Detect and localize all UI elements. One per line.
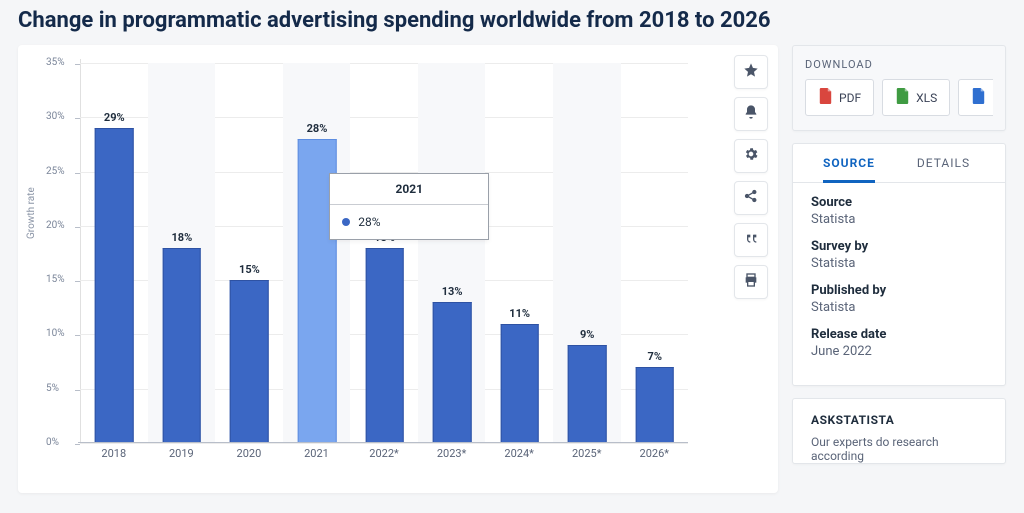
chart-bars: 29% 18% 15% 28% 18% 13% 11% 9% 7% — [80, 63, 688, 443]
x-tick-label: 2022* — [350, 447, 418, 460]
chart-card: Growth rate 0% 5% 10% 15% 20% 25% 30% 35% 29% 18… — [18, 45, 778, 493]
x-tick-label: 2026* — [621, 447, 689, 460]
info-row: Survey by Statista — [811, 239, 987, 271]
bar-column[interactable]: 13% — [418, 63, 486, 443]
x-tick-label: 2018 — [80, 447, 148, 460]
bar[interactable]: 18% — [365, 248, 404, 443]
bar[interactable]: 15% — [230, 280, 269, 443]
y-tick-label: 25% — [46, 166, 65, 177]
ask-text: Our experts do research according — [811, 435, 987, 463]
bar[interactable]: 13% — [433, 302, 472, 443]
bar-value-label: 15% — [231, 263, 268, 276]
bar-value-label: 28% — [299, 122, 336, 135]
tab-details[interactable]: DETAILS — [917, 156, 970, 182]
x-tick-label: 2024* — [485, 447, 553, 460]
y-tick-label: 20% — [46, 220, 65, 231]
tooltip-title: 2021 — [330, 174, 488, 205]
download-panel: DOWNLOAD PDF XLS P — [792, 45, 1006, 131]
info-label: Published by — [811, 283, 987, 298]
page-title: Change in programmatic advertising spend… — [18, 8, 1006, 33]
bell-button[interactable] — [734, 97, 768, 131]
quote-icon — [743, 230, 759, 250]
bar-value-label: 9% — [569, 328, 606, 341]
gridline: 0% — [80, 443, 688, 444]
share-icon — [743, 188, 759, 208]
download-button-label: XLS — [916, 91, 937, 105]
x-tick-label: 2019 — [148, 447, 216, 460]
gear-button[interactable] — [734, 139, 768, 173]
download-xls-button[interactable]: XLS — [882, 79, 950, 116]
bar-column[interactable]: 29% — [80, 63, 148, 443]
y-tick-label: 15% — [46, 274, 65, 285]
x-axis-line — [78, 442, 688, 443]
bar-value-label: 29% — [96, 111, 133, 124]
info-body: SourceStatistaSurvey byStatistaPublished… — [793, 183, 1005, 359]
chart-tools — [734, 55, 768, 299]
download-button-label: P — [992, 91, 993, 105]
info-value: Statista — [811, 300, 987, 315]
info-value: Statista — [811, 256, 987, 271]
png-file-icon — [971, 88, 986, 107]
info-label: Source — [811, 195, 987, 210]
bar-column[interactable]: 7% — [621, 63, 689, 443]
pdf-file-icon — [818, 88, 833, 107]
info-row: Published by Statista — [811, 283, 987, 315]
tab-source[interactable]: SOURCE — [823, 156, 875, 183]
bar-value-label: 11% — [501, 307, 538, 320]
bar-column[interactable]: 9% — [553, 63, 621, 443]
x-tick-label: 2020 — [215, 447, 283, 460]
info-panel: SOURCE DETAILS Source Statista Survey by Sta… — [792, 143, 1006, 386]
star-icon — [743, 62, 759, 82]
download-title: DOWNLOAD — [805, 58, 993, 71]
bar[interactable]: 7% — [635, 367, 674, 443]
y-axis-label: Growth rate — [26, 187, 37, 239]
gear-icon — [743, 146, 759, 166]
quote-button[interactable] — [734, 223, 768, 257]
y-tick-label: 0% — [46, 437, 59, 448]
bar-column[interactable]: 11% — [485, 63, 553, 443]
bar-value-label: 18% — [164, 231, 201, 244]
y-tick-label: 35% — [46, 57, 65, 68]
info-value: Statista — [811, 212, 987, 227]
x-tick-label: 2025* — [553, 447, 621, 460]
download-buttons: PDF XLS P — [805, 79, 993, 116]
bar[interactable]: 11% — [500, 324, 539, 443]
ask-panel: ASKSTATISTA Our experts do research acco… — [792, 398, 1006, 464]
download-button-label: PDF — [839, 91, 861, 105]
y-tick-label: 10% — [46, 328, 65, 339]
download-png-button[interactable]: P — [958, 79, 993, 116]
x-axis-labels: 20182019202020212022*2023*2024*2025*2026… — [80, 447, 688, 460]
x-tick-label: 2021 — [283, 447, 351, 460]
bar-column[interactable]: 15% — [215, 63, 283, 443]
info-tabs: SOURCE DETAILS — [793, 144, 1005, 183]
xls-file-icon — [895, 88, 910, 107]
print-button[interactable] — [734, 265, 768, 299]
bar-column[interactable]: 28% — [283, 63, 351, 443]
bar-column[interactable]: 18% — [350, 63, 418, 443]
info-row: Source Statista — [811, 195, 987, 227]
info-row: Release date June 2022 — [811, 327, 987, 359]
info-value: June 2022 — [811, 344, 987, 359]
bar-value-label: 13% — [434, 285, 471, 298]
bar[interactable]: 18% — [163, 248, 202, 443]
chart-tooltip: 2021 28% — [329, 173, 489, 240]
download-pdf-button[interactable]: PDF — [805, 79, 874, 116]
chart-plot: 0%5%10%15%20%25%30%35% 29%18%15%28%18%13… — [80, 63, 688, 443]
bell-icon — [743, 104, 759, 124]
x-tick-label: 2023* — [418, 447, 486, 460]
bar-value-label: 7% — [636, 350, 673, 363]
info-label: Survey by — [811, 239, 987, 254]
tooltip-value: 28% — [358, 215, 380, 229]
y-tick-label: 30% — [46, 111, 65, 122]
bar-column[interactable]: 18% — [148, 63, 216, 443]
share-button[interactable] — [734, 181, 768, 215]
bar[interactable]: 9% — [568, 345, 607, 443]
print-icon — [743, 272, 759, 292]
bar[interactable]: 29% — [95, 128, 134, 443]
y-tick-label: 5% — [46, 383, 59, 394]
tooltip-dot-icon — [342, 218, 350, 226]
ask-title: ASKSTATISTA — [811, 413, 987, 427]
star-button[interactable] — [734, 55, 768, 89]
info-label: Release date — [811, 327, 987, 342]
